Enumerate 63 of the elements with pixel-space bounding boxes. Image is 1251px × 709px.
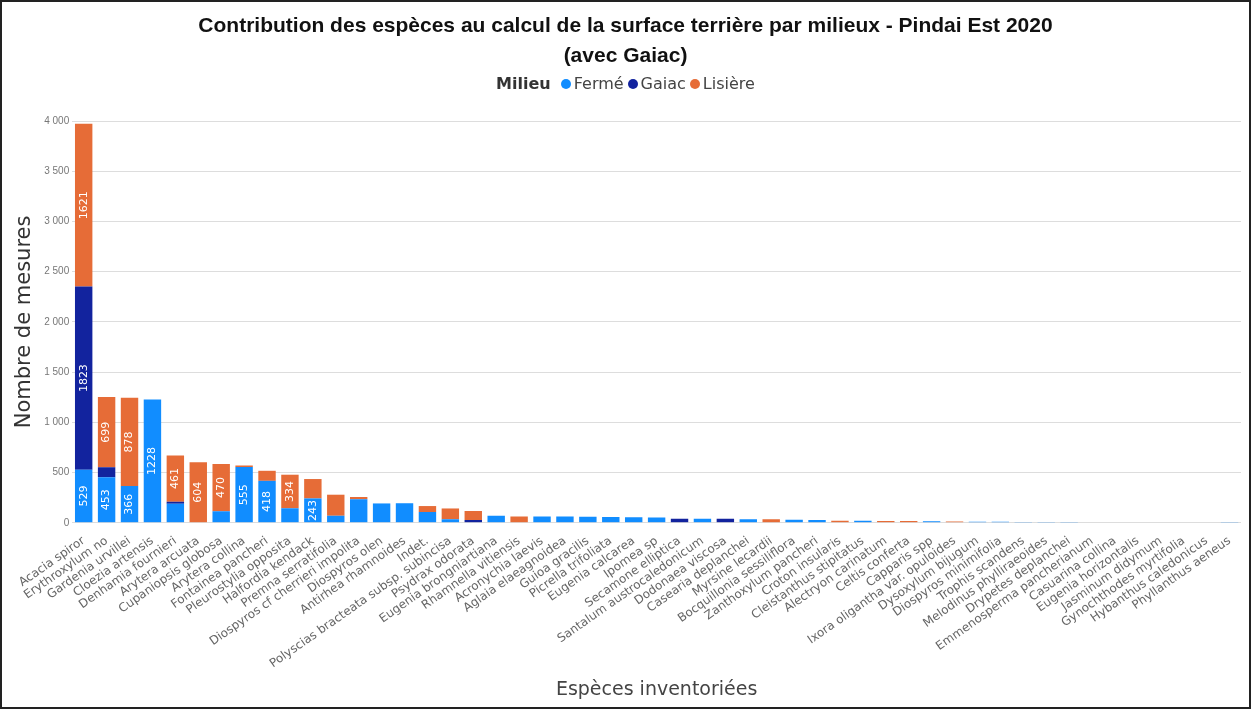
y-tick-label: 2 000	[44, 315, 70, 327]
data-label: 1621	[76, 191, 90, 220]
bar	[418, 512, 437, 523]
legend-label: Gaiac	[640, 74, 686, 93]
data-label: 334	[282, 480, 296, 502]
data-label: 1228	[145, 446, 159, 475]
bar	[120, 397, 139, 487]
bar	[166, 503, 185, 523]
bar	[464, 510, 482, 521]
bar	[487, 515, 505, 523]
bar	[304, 479, 322, 499]
bar	[212, 463, 230, 512]
data-label: 418	[259, 491, 273, 513]
data-label: 878	[122, 431, 136, 453]
bar	[441, 508, 460, 520]
bar	[762, 519, 780, 523]
data-label: 453	[99, 489, 113, 511]
data-label: 1823	[76, 364, 90, 393]
bar	[258, 470, 276, 481]
bar	[418, 506, 437, 513]
y-tick-label: 1 000	[44, 416, 70, 428]
bar	[97, 467, 116, 478]
bar	[602, 517, 620, 523]
bar	[349, 499, 368, 523]
bar	[510, 516, 528, 523]
chart-title: Contribution des espèces au calcul de la surface terrière par milieux - Pindai Est 2020 (avec Gaiac)	[197, 12, 1054, 68]
y-tick-label: 3 000	[44, 215, 70, 227]
legend-label: Lisière	[702, 74, 755, 93]
y-axis-title: Nombre de mesures	[11, 215, 36, 429]
bar	[327, 494, 345, 516]
bar	[624, 517, 643, 523]
bar	[395, 503, 414, 523]
legend-label: Fermé	[573, 74, 624, 93]
bar	[739, 519, 757, 523]
bar	[143, 399, 162, 523]
bar	[808, 520, 826, 523]
data-label: 604	[191, 481, 205, 503]
data-label: 529	[76, 485, 90, 507]
legend-title: Milieu	[496, 74, 551, 93]
bar	[533, 516, 551, 523]
y-tick-label: 1 500	[44, 365, 70, 377]
x-axis-title: Espèces inventoriées	[555, 676, 758, 699]
y-tick-label: 4 000	[44, 114, 70, 126]
data-label: 470	[214, 477, 228, 499]
bar	[372, 503, 391, 523]
bar	[556, 516, 574, 523]
bar	[166, 501, 185, 504]
data-label: 243	[305, 499, 319, 521]
bar	[441, 519, 460, 523]
bar	[235, 467, 253, 523]
y-tick-label: 500	[52, 466, 70, 478]
y-tick-label: 2 500	[44, 265, 70, 277]
bar	[579, 516, 597, 523]
data-label: 366	[122, 493, 136, 515]
data-label: 699	[99, 421, 113, 443]
bar	[281, 508, 299, 523]
data-label: 555	[236, 484, 250, 506]
y-tick-label: 3 500	[44, 164, 70, 176]
y-tick-label: 0	[63, 516, 70, 528]
bar	[74, 123, 93, 287]
bar	[74, 286, 93, 470]
data-label: 461	[168, 468, 182, 490]
bar	[212, 511, 230, 523]
